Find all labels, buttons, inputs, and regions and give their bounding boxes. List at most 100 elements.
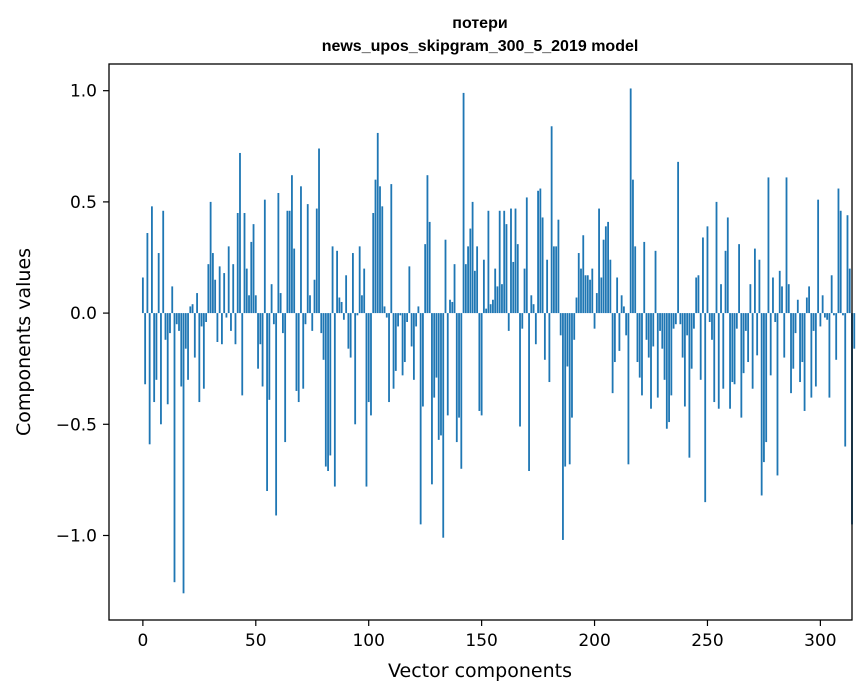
bar-54 <box>263 199 266 314</box>
bar-23 <box>193 313 196 358</box>
bar-154 <box>489 304 492 314</box>
bar-129 <box>433 313 436 398</box>
bar-55 <box>266 313 268 492</box>
bar-77 <box>315 208 318 314</box>
bar-78 <box>318 148 320 314</box>
bar-195 <box>582 235 585 314</box>
bar-272 <box>756 313 759 356</box>
bar-32 <box>214 279 217 314</box>
bar-218 <box>634 246 637 314</box>
bar-201 <box>595 293 598 314</box>
x-tick-label: 50 <box>245 631 267 651</box>
x-tick-label: 200 <box>578 631 610 651</box>
bar-180 <box>548 313 551 383</box>
bar-159 <box>501 284 503 314</box>
bar-80 <box>322 313 325 360</box>
bar-34 <box>218 266 221 314</box>
bar-83 <box>329 313 332 456</box>
bar-20 <box>187 313 189 380</box>
bar-2 <box>146 233 149 314</box>
bar-268 <box>747 313 750 363</box>
bar-162 <box>507 313 510 331</box>
bar-108 <box>385 313 388 318</box>
bar-25 <box>198 313 201 403</box>
bar-68 <box>295 313 298 391</box>
bar-150 <box>480 313 483 416</box>
bar-28 <box>205 313 208 322</box>
bar-260 <box>729 313 731 409</box>
bar-213 <box>623 306 625 314</box>
bar-116 <box>403 313 406 363</box>
plot-frame <box>108 63 853 621</box>
bar-4 <box>151 206 153 314</box>
bar-94 <box>354 313 357 425</box>
bar-250 <box>706 226 709 314</box>
bar-73 <box>306 204 309 314</box>
bar-101 <box>370 313 372 416</box>
bar-134 <box>444 239 447 314</box>
bar-102 <box>372 213 375 314</box>
bar-286 <box>787 284 790 314</box>
bar-96 <box>358 246 361 314</box>
bar-148 <box>476 246 479 314</box>
bar-209 <box>613 313 616 363</box>
bar-33 <box>216 313 219 342</box>
bar-252 <box>711 313 713 340</box>
bar-266 <box>742 313 745 374</box>
bar-240 <box>683 313 686 407</box>
bar-191 <box>573 313 576 340</box>
bar-223 <box>645 313 648 340</box>
bar-276 <box>765 313 768 443</box>
bar-208 <box>611 313 614 394</box>
bar-22 <box>191 304 194 314</box>
bar-241 <box>686 313 689 336</box>
bar-222 <box>643 241 646 314</box>
bar-229 <box>659 313 661 331</box>
bar-36 <box>223 273 226 314</box>
bar-263 <box>735 313 738 329</box>
bar-310 <box>842 313 844 316</box>
bar-113 <box>397 313 399 327</box>
bar-315 <box>853 313 856 349</box>
bar-308 <box>837 188 840 314</box>
bar-112 <box>394 313 397 371</box>
bar-84 <box>331 246 334 314</box>
bar-188 <box>566 313 569 367</box>
bar-204 <box>602 239 605 314</box>
bar-280 <box>774 313 777 322</box>
bar-82 <box>327 313 329 471</box>
bar-21 <box>189 306 192 314</box>
bar-284 <box>783 313 786 358</box>
bar-274 <box>760 313 763 496</box>
bar-186 <box>562 313 564 540</box>
bar-187 <box>564 313 567 467</box>
bar-295 <box>808 286 810 314</box>
bar-52 <box>259 313 262 345</box>
bar-156 <box>494 268 497 314</box>
bar-135 <box>446 313 449 416</box>
bar-212 <box>620 295 623 314</box>
bar-278 <box>769 313 772 376</box>
bar-225 <box>650 313 652 409</box>
bar-79 <box>320 313 323 334</box>
bar-62 <box>281 313 284 334</box>
bar-215 <box>627 313 630 465</box>
bar-57 <box>270 284 273 314</box>
bar-210 <box>616 277 619 314</box>
bar-228 <box>656 313 659 398</box>
bar-17 <box>180 313 183 387</box>
bar-100 <box>367 313 370 403</box>
bar-301 <box>821 295 824 314</box>
bar-158 <box>498 210 501 314</box>
bar-245 <box>695 277 698 314</box>
bar-227 <box>654 250 657 314</box>
bar-169 <box>523 268 526 314</box>
bar-7 <box>157 253 160 314</box>
bar-12 <box>169 313 171 334</box>
bar-220 <box>638 313 641 378</box>
bar-304 <box>828 313 831 398</box>
bar-104 <box>376 132 379 314</box>
bar-69 <box>297 313 300 403</box>
bar-291 <box>799 313 801 383</box>
bar-179 <box>546 259 549 314</box>
